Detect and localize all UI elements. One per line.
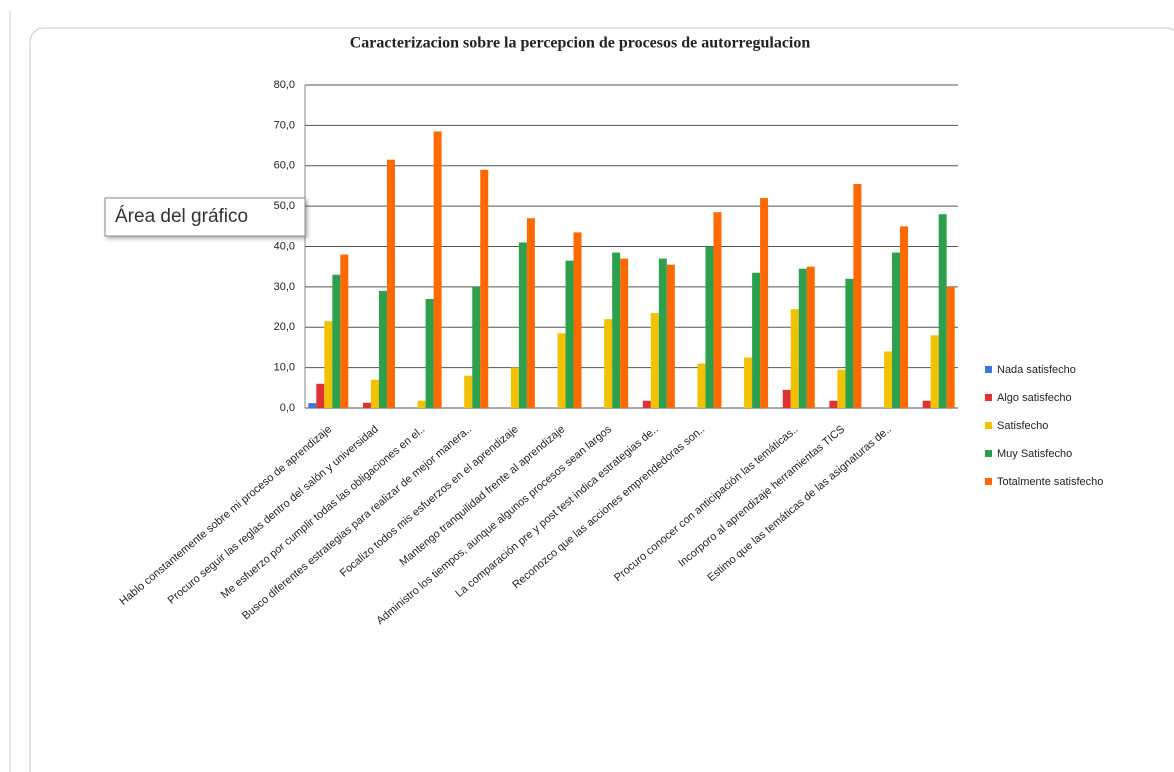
legend-swatch — [985, 478, 992, 485]
bar — [782, 389, 791, 408]
bar — [853, 183, 862, 408]
bar — [332, 274, 341, 408]
bar — [425, 298, 434, 408]
bar — [829, 400, 838, 408]
bar — [666, 264, 675, 408]
bar — [892, 252, 901, 408]
y-tick-label: 10,0 — [274, 362, 295, 374]
bar — [526, 218, 535, 408]
bar — [472, 286, 481, 408]
y-tick-label: 40,0 — [274, 240, 295, 252]
legend-swatch — [985, 422, 992, 429]
bar — [922, 400, 931, 408]
legend-swatch — [985, 394, 992, 401]
bar — [417, 400, 426, 408]
chart-frame — [29, 27, 1174, 772]
bar — [480, 169, 489, 408]
legend-swatch — [985, 450, 992, 457]
bar — [370, 379, 379, 408]
y-tick-label: 50,0 — [274, 200, 295, 212]
bar — [340, 254, 349, 408]
bar — [604, 319, 613, 408]
bar — [612, 252, 621, 408]
bar — [324, 321, 333, 408]
legend-label: Totalmente satisfecho — [997, 476, 1103, 488]
bar — [642, 400, 651, 408]
bar — [938, 214, 947, 408]
legend-label: Algo satisfecho — [997, 392, 1072, 404]
bar — [433, 131, 442, 408]
bar — [308, 403, 317, 408]
bar — [464, 375, 473, 408]
y-tick-label: 80,0 — [274, 79, 295, 91]
bar — [510, 367, 519, 408]
bar — [790, 309, 799, 408]
bar — [837, 369, 846, 408]
tooltip-text: Área del gráfico — [115, 206, 248, 227]
bar — [386, 159, 395, 408]
bar — [806, 266, 815, 408]
bar — [316, 383, 325, 408]
bar — [798, 268, 807, 408]
y-tick-label: 30,0 — [274, 281, 295, 293]
bar — [378, 290, 387, 408]
bar — [362, 402, 371, 408]
legend-label: Satisfecho — [997, 420, 1048, 432]
bar — [658, 258, 667, 408]
y-tick-label: 70,0 — [274, 119, 295, 131]
bar — [620, 258, 629, 408]
bar — [845, 278, 854, 408]
bar — [884, 351, 893, 408]
bar — [518, 242, 527, 408]
y-tick-label: 0,0 — [280, 402, 295, 414]
bar — [930, 335, 939, 408]
legend-label: Muy Satisfecho — [997, 448, 1072, 460]
chart-title: Caracterizacion sobre la percepcion de p… — [350, 35, 811, 52]
bar — [752, 272, 761, 408]
legend-label: Nada satisfecho — [997, 364, 1076, 376]
y-tick-label: 20,0 — [274, 321, 295, 333]
bar — [650, 313, 659, 408]
bar — [744, 357, 753, 408]
bar — [573, 232, 582, 408]
tooltip-box — [104, 197, 306, 237]
y-tick-label: 60,0 — [274, 160, 295, 172]
bar — [713, 212, 722, 408]
bar — [557, 333, 566, 408]
bar — [565, 260, 574, 408]
bar — [900, 226, 909, 408]
bar — [697, 363, 706, 408]
bar — [760, 198, 769, 408]
bar — [705, 246, 714, 408]
legend-swatch — [985, 366, 992, 373]
tooltip — [104, 197, 306, 237]
bar — [946, 286, 955, 408]
